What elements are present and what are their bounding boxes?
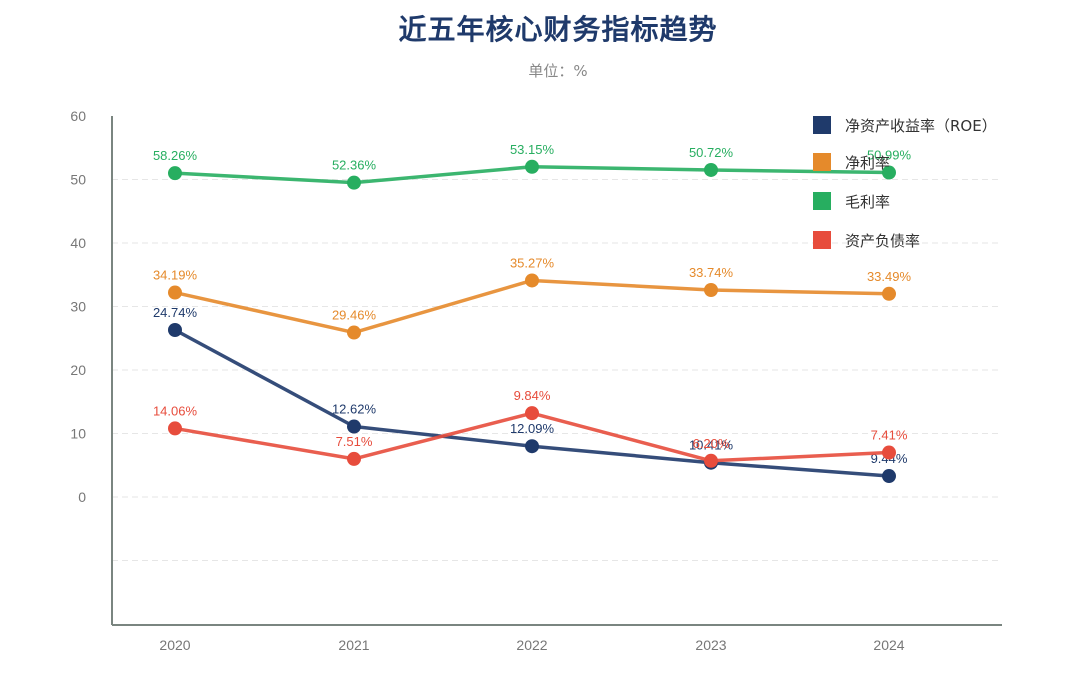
data-label: 29.46% — [332, 308, 377, 323]
data-label: 52.36% — [332, 158, 377, 173]
legend-label[interactable]: 资产负债率 — [845, 232, 920, 250]
data-point[interactable] — [347, 175, 361, 190]
y-tick-label: 30 — [70, 299, 86, 315]
data-point[interactable] — [525, 159, 539, 174]
data-label: 53.15% — [510, 142, 555, 157]
legend-label[interactable]: 毛利率 — [845, 193, 890, 211]
data-point[interactable] — [168, 322, 182, 337]
data-label: 10.41% — [689, 438, 734, 453]
data-point[interactable] — [168, 166, 182, 181]
legend-label[interactable]: 净资产收益率（ROE） — [845, 117, 997, 135]
data-label: 9.84% — [514, 388, 551, 403]
y-tick-label: 50 — [70, 172, 86, 188]
data-label: 50.72% — [689, 145, 734, 160]
data-point[interactable] — [882, 469, 896, 484]
x-tick-label: 2022 — [516, 637, 547, 653]
data-label: 58.26% — [153, 148, 198, 163]
data-point[interactable] — [525, 273, 539, 288]
legend-swatch — [813, 116, 831, 134]
data-label: 6.20% — [693, 436, 730, 451]
y-tick-label: 20 — [70, 362, 86, 378]
data-label: 7.51% — [336, 434, 373, 449]
data-label: 24.74% — [153, 305, 198, 320]
x-tick-label: 2020 — [159, 637, 190, 653]
data-point[interactable] — [525, 406, 539, 421]
y-tick-label: 10 — [70, 426, 86, 442]
x-tick-label: 2021 — [338, 637, 369, 653]
data-point[interactable] — [704, 453, 718, 468]
data-point[interactable] — [882, 165, 896, 180]
data-label: 7.41% — [871, 428, 908, 443]
chart-title: 近五年核心财务指标趋势 — [398, 13, 718, 46]
data-label: 33.49% — [867, 269, 912, 284]
data-point[interactable] — [704, 282, 718, 297]
data-label: 14.06% — [153, 403, 198, 418]
legend-swatch — [813, 153, 831, 171]
x-tick-label: 2023 — [695, 637, 726, 653]
data-point[interactable] — [704, 162, 718, 177]
data-point[interactable] — [168, 421, 182, 436]
data-point[interactable] — [347, 419, 361, 434]
chart-subtitle: 单位：% — [528, 62, 588, 80]
data-point[interactable] — [882, 445, 896, 460]
data-label: 33.74% — [689, 265, 734, 280]
legend-label[interactable]: 净利率 — [845, 154, 890, 172]
legend-swatch — [813, 231, 831, 249]
data-point[interactable] — [882, 286, 896, 301]
data-label: 50.99% — [867, 148, 912, 163]
y-tick-label: 60 — [70, 108, 86, 124]
data-point[interactable] — [525, 439, 539, 454]
x-tick-label: 2024 — [873, 637, 904, 653]
data-point[interactable] — [168, 285, 182, 300]
y-tick-label: 40 — [70, 235, 86, 251]
legend-swatch — [813, 192, 831, 210]
data-label: 34.19% — [153, 268, 198, 283]
data-label: 12.09% — [510, 421, 555, 436]
y-tick-label: 0 — [78, 489, 86, 505]
data-point[interactable] — [347, 451, 361, 466]
data-label: 12.62% — [332, 402, 377, 417]
data-point[interactable] — [347, 325, 361, 340]
data-label: 35.27% — [510, 255, 555, 270]
